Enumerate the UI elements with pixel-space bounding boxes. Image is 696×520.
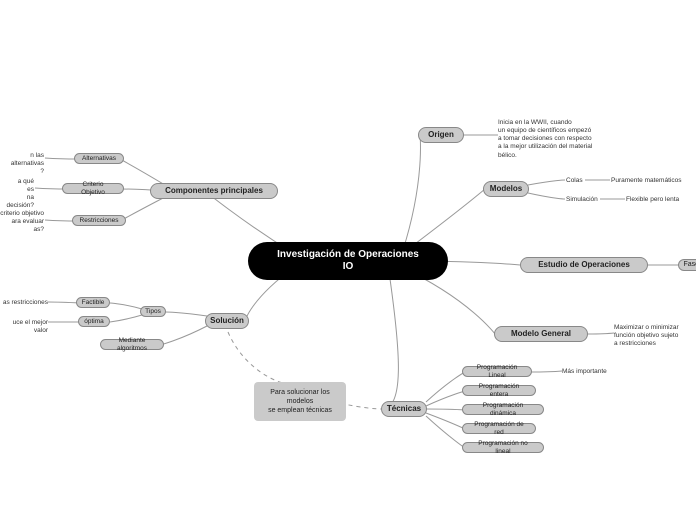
tecnica-lineal[interactable]: Programación Lineal: [462, 366, 532, 377]
criterio-node[interactable]: Criterio Objetivo: [62, 183, 124, 194]
root-node[interactable]: Investigación de Operaciones IO: [248, 242, 448, 280]
alternativas-node[interactable]: Alternativas: [74, 153, 124, 164]
fases-node[interactable]: Fases: [678, 259, 696, 271]
criterio-q: a qué es na decisión?: [0, 178, 34, 211]
tipos-node[interactable]: Tipos: [140, 306, 166, 317]
restricciones-q: criterio objetivo ara evaluar as?: [0, 210, 44, 234]
tecnica-importante: Más importante: [562, 368, 607, 376]
tecnica-dinamica[interactable]: Programación dinámica: [462, 404, 544, 415]
modelos-simulacion-desc: Flexible pero lenta: [626, 196, 679, 204]
tecnica-red[interactable]: Programación de red: [462, 423, 536, 434]
componentes-node[interactable]: Componentes principales: [150, 183, 278, 199]
note-box: Para solucionar los modelos se emplean t…: [254, 382, 346, 421]
factible-q: as restricciones: [0, 299, 48, 307]
modelos-node[interactable]: Modelos: [483, 181, 529, 197]
solucion-node[interactable]: Solución: [205, 313, 249, 329]
algoritmos-node[interactable]: Mediante algoritmos: [100, 339, 164, 350]
modelo-general-node[interactable]: Modelo General: [494, 326, 588, 342]
tecnica-nolineal[interactable]: Programación no lineal: [462, 442, 544, 453]
modelos-simulacion: Simulación: [566, 196, 598, 204]
tecnicas-node[interactable]: Técnicas: [381, 401, 427, 417]
restricciones-node[interactable]: Restricciones: [72, 215, 126, 226]
modelos-colas: Colas: [566, 177, 583, 185]
origen-text: Inicia en la WWII, cuando un equipo de c…: [498, 119, 592, 160]
factible-node[interactable]: Factible: [76, 297, 110, 308]
optima-q: uce el mejor valor: [0, 319, 48, 335]
estudio-node[interactable]: Estudio de Operaciones: [520, 257, 648, 273]
origen-node[interactable]: Origen: [418, 127, 464, 143]
tecnica-entera[interactable]: Programación entera: [462, 385, 536, 396]
alternativas-q: n las alternativas ?: [0, 152, 44, 176]
optima-node[interactable]: óptima: [78, 316, 110, 327]
modelo-general-text: Maximizar o minimizar función objetivo s…: [614, 324, 679, 348]
modelos-colas-desc: Puramente matemáticos: [611, 177, 681, 185]
